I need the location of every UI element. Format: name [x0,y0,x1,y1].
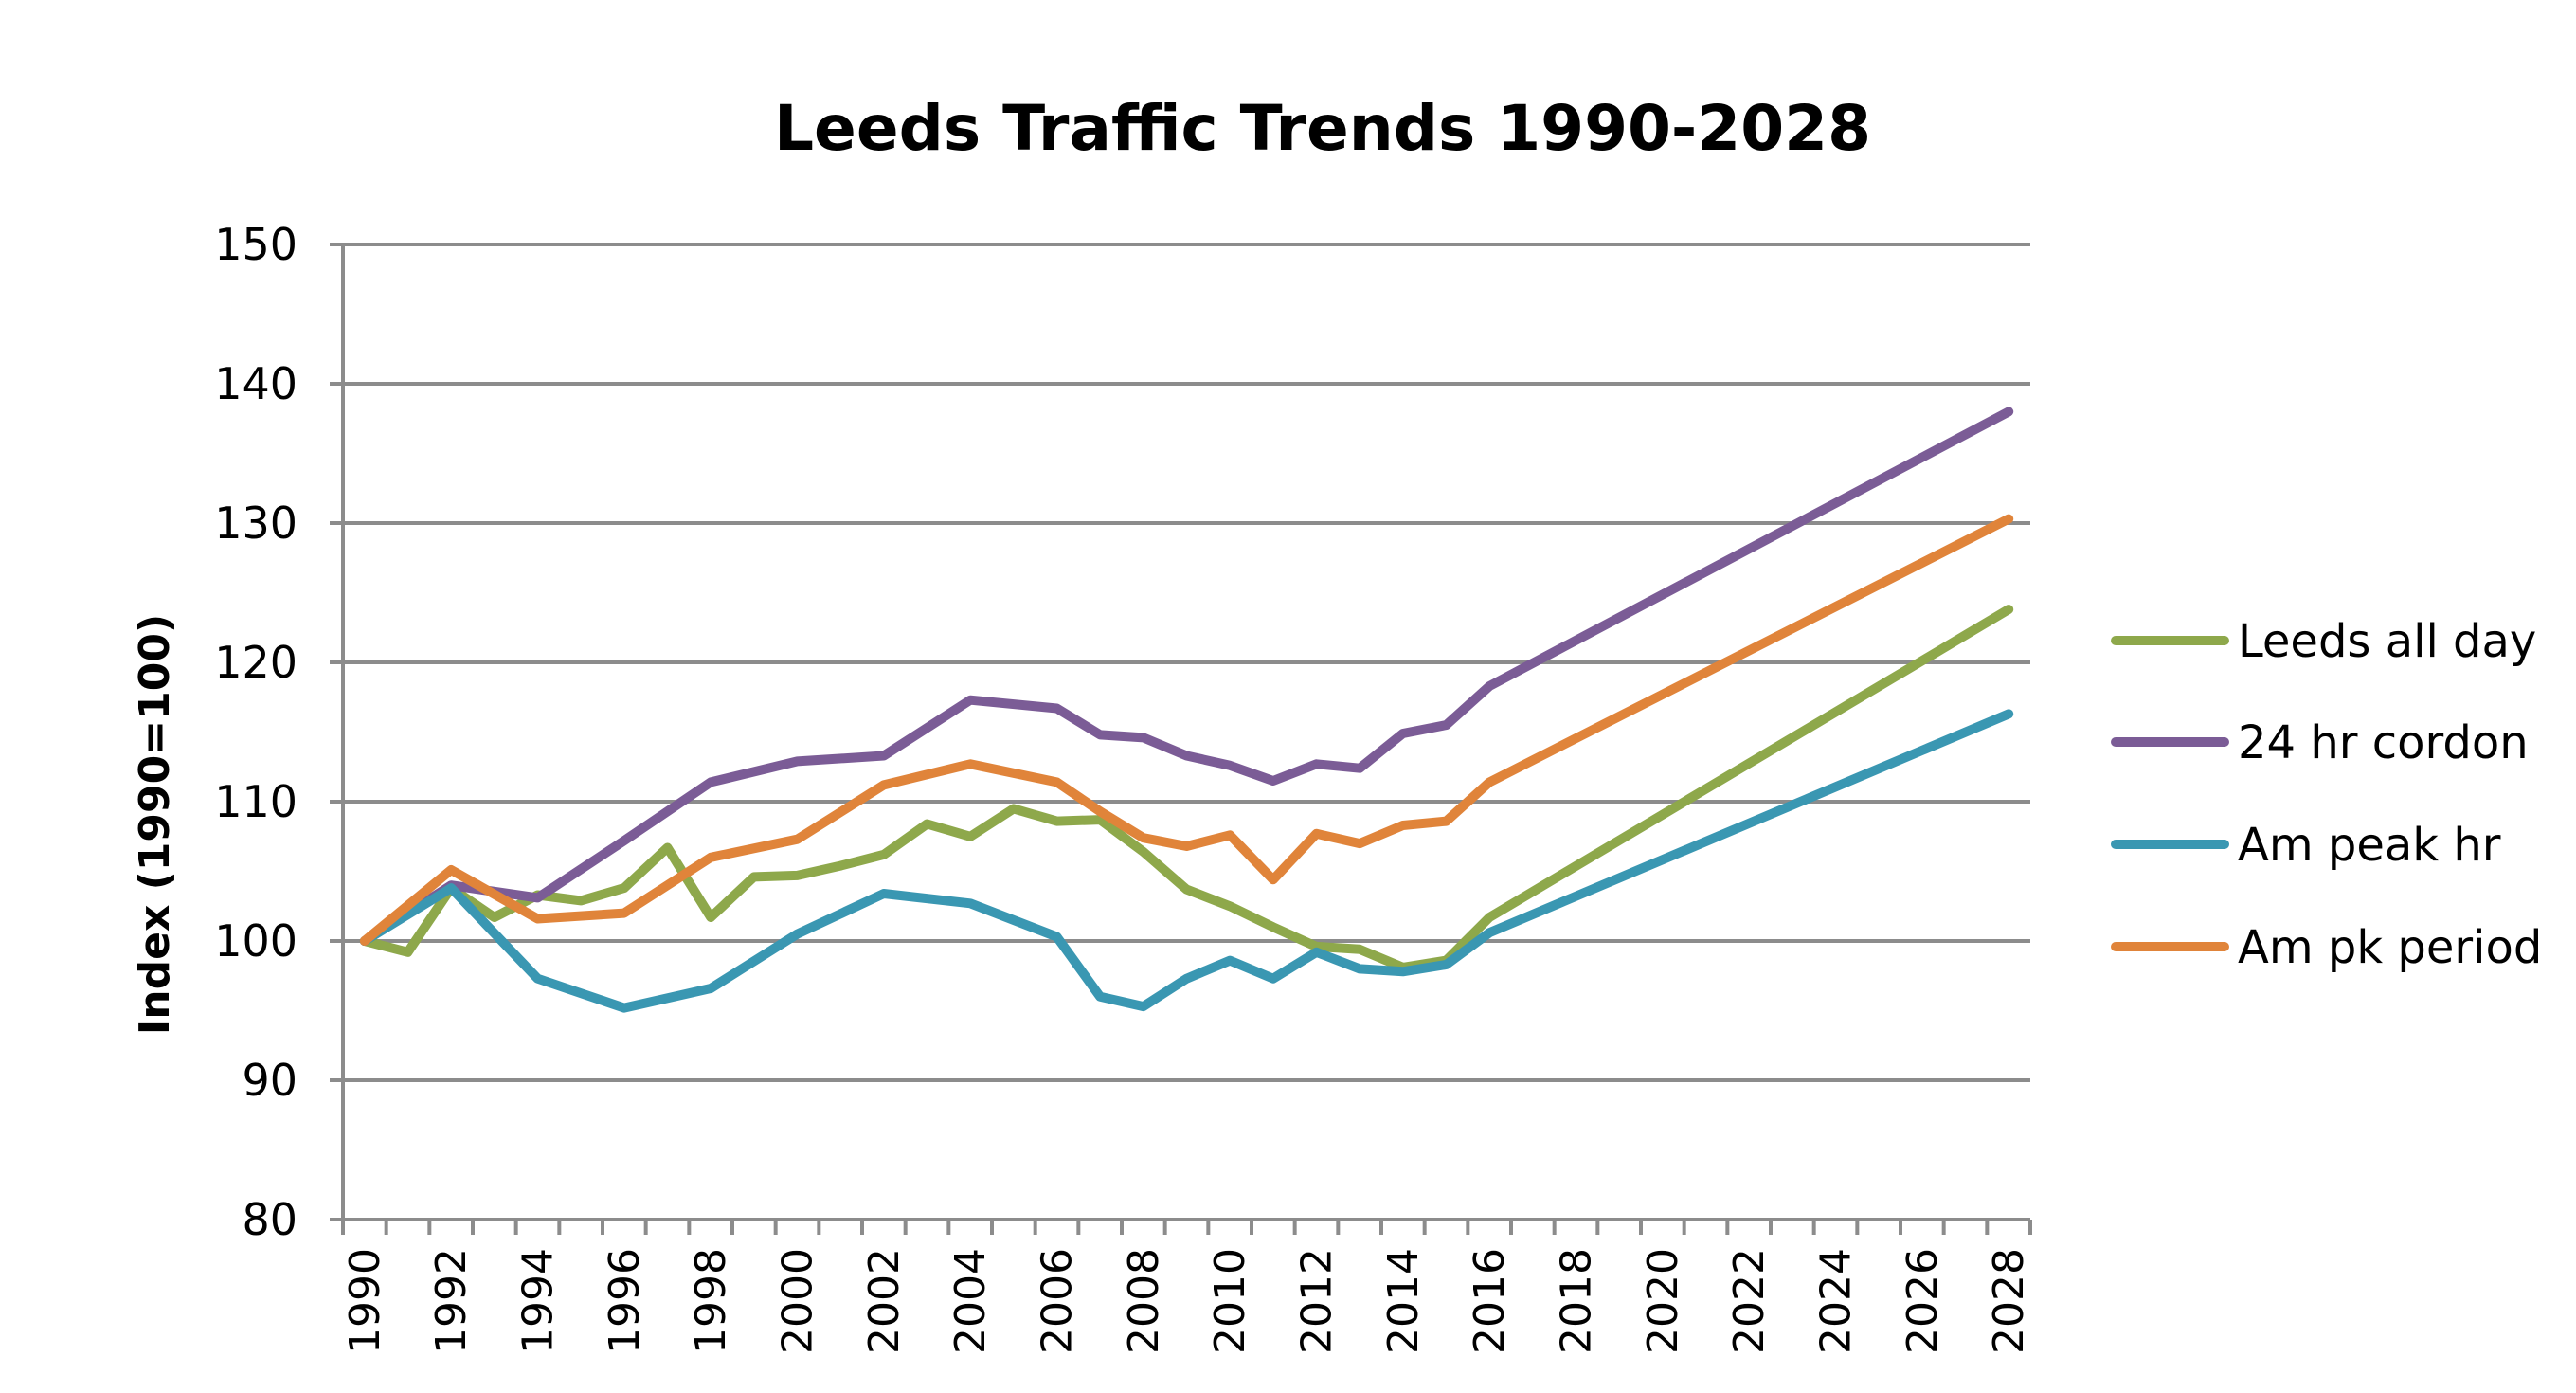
x-tick-label-2002: 2002 [860,1248,909,1354]
y-tick-label-90: 90 [242,1055,297,1106]
legend-label-leeds-all-day: Leeds all day [2238,615,2536,668]
series-line-am-peak-hr [359,709,2014,1013]
x-tick-label-1994: 1994 [514,1248,563,1354]
x-tick-label-1996: 1996 [601,1248,649,1354]
y-tick-label-120: 120 [214,637,297,688]
series-lines [359,407,2014,1013]
series-line-24-hr-cordon [359,407,2014,946]
x-tick-label-1998: 1998 [687,1248,735,1354]
y-tick-label-110: 110 [214,776,297,827]
axes [330,243,2032,1235]
series-line-am-pk-period [359,514,2014,946]
legend-label-am-pk-period: Am pk period [2238,921,2542,974]
x-tick-label-2028: 2028 [1985,1248,2033,1354]
y-tick-label-100: 100 [214,915,297,967]
x-tick-label-2000: 2000 [774,1248,822,1354]
x-tick-label-2006: 2006 [1034,1248,1082,1354]
y-axis-ticks: 80 90 100 110 120 130 140 150 [214,219,297,1245]
legend: Leeds all day 24 hr cordon Am peak hr Am pk… [2111,615,2542,974]
series-line-leeds-all-day [359,605,2014,972]
x-tick-label-1990: 1990 [341,1248,389,1354]
y-tick-label-140: 140 [214,358,297,409]
gridlines [343,243,2030,1082]
x-axis-ticks: 1990 1992 1994 1996 1998 2000 2002 2004 2006 2008… [341,1248,2033,1354]
legend-label-am-peak-hr: Am peak hr [2238,819,2501,872]
x-tick-label-2022: 2022 [1725,1248,1774,1354]
x-tick-label-2020: 2020 [1639,1248,1687,1354]
x-tick-label-2026: 2026 [1899,1248,1947,1354]
y-tick-label-150: 150 [214,219,297,270]
x-tick-label-2004: 2004 [946,1248,995,1354]
x-tick-label-2012: 2012 [1293,1248,1342,1354]
x-tick-label-2014: 2014 [1379,1248,1428,1354]
chart-title: Leeds Traffic Trends 1990-2028 [774,92,1871,165]
y-axis-label: Index (1990=100) [131,614,179,1035]
x-tick-label-2024: 2024 [1812,1248,1861,1354]
x-tick-label-1992: 1992 [427,1248,476,1354]
y-tick-label-80: 80 [242,1194,297,1245]
x-tick-label-2008: 2008 [1120,1248,1168,1354]
x-tick-label-2010: 2010 [1206,1248,1254,1354]
x-tick-label-2018: 2018 [1553,1248,1601,1354]
x-tick-label-2016: 2016 [1466,1248,1514,1354]
legend-label-24-hr-cordon: 24 hr cordon [2238,716,2529,769]
y-tick-label-130: 130 [214,498,297,549]
